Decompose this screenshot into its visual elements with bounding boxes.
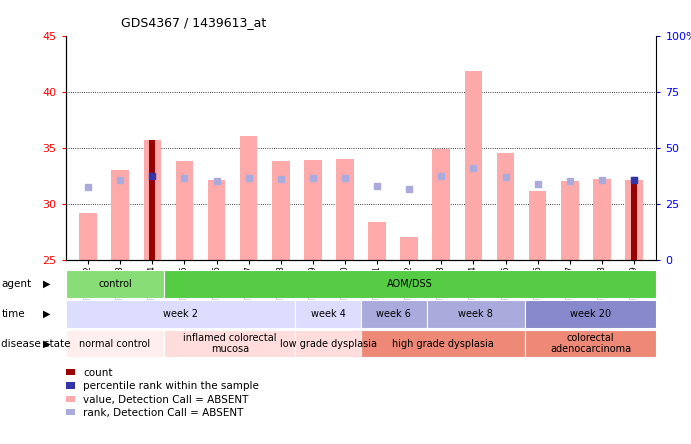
Bar — [593, 179, 611, 260]
Bar — [525, 330, 656, 357]
Text: ▶: ▶ — [44, 309, 50, 319]
Bar — [304, 160, 322, 260]
Bar — [426, 300, 525, 328]
Bar — [111, 170, 129, 260]
Text: normal control: normal control — [79, 339, 151, 349]
Text: week 2: week 2 — [163, 309, 198, 319]
Bar — [79, 213, 97, 260]
Bar — [497, 153, 514, 260]
Bar — [336, 159, 354, 260]
Text: time: time — [1, 309, 25, 319]
Bar — [176, 161, 193, 260]
Bar — [66, 270, 164, 298]
Text: inflamed colorectal
mucosa: inflamed colorectal mucosa — [183, 333, 276, 354]
Bar — [295, 300, 361, 328]
Bar — [631, 180, 637, 260]
Bar — [368, 222, 386, 260]
Bar — [464, 71, 482, 260]
Bar — [295, 330, 361, 357]
Text: GDS4367 / 1439613_at: GDS4367 / 1439613_at — [121, 16, 266, 28]
Bar — [400, 237, 418, 260]
Bar — [66, 330, 164, 357]
Bar — [208, 180, 225, 260]
Text: count: count — [83, 368, 113, 378]
Text: control: control — [98, 279, 132, 289]
Bar — [149, 140, 155, 260]
Text: percentile rank within the sample: percentile rank within the sample — [83, 381, 259, 391]
Text: value, Detection Call = ABSENT: value, Detection Call = ABSENT — [83, 395, 248, 404]
Text: ▶: ▶ — [44, 279, 50, 289]
Bar — [433, 149, 450, 260]
Text: low grade dysplasia: low grade dysplasia — [280, 339, 377, 349]
Bar — [272, 161, 290, 260]
Bar — [561, 181, 578, 260]
Text: AOM/DSS: AOM/DSS — [388, 279, 433, 289]
Text: week 8: week 8 — [459, 309, 493, 319]
Text: week 4: week 4 — [311, 309, 346, 319]
Bar — [625, 180, 643, 260]
Text: week 6: week 6 — [377, 309, 411, 319]
Bar — [164, 330, 295, 357]
Bar — [164, 270, 656, 298]
Bar — [361, 300, 426, 328]
Bar — [525, 300, 656, 328]
Text: ▶: ▶ — [44, 339, 50, 349]
Text: agent: agent — [1, 279, 32, 289]
Bar — [144, 140, 161, 260]
Bar — [361, 330, 525, 357]
Bar — [529, 191, 547, 260]
Bar — [66, 300, 295, 328]
Text: high grade dysplasia: high grade dysplasia — [392, 339, 494, 349]
Text: disease state: disease state — [1, 339, 71, 349]
Text: rank, Detection Call = ABSENT: rank, Detection Call = ABSENT — [83, 408, 243, 418]
Text: colorectal
adenocarcinoma: colorectal adenocarcinoma — [550, 333, 632, 354]
Bar — [240, 136, 258, 260]
Text: week 20: week 20 — [570, 309, 612, 319]
